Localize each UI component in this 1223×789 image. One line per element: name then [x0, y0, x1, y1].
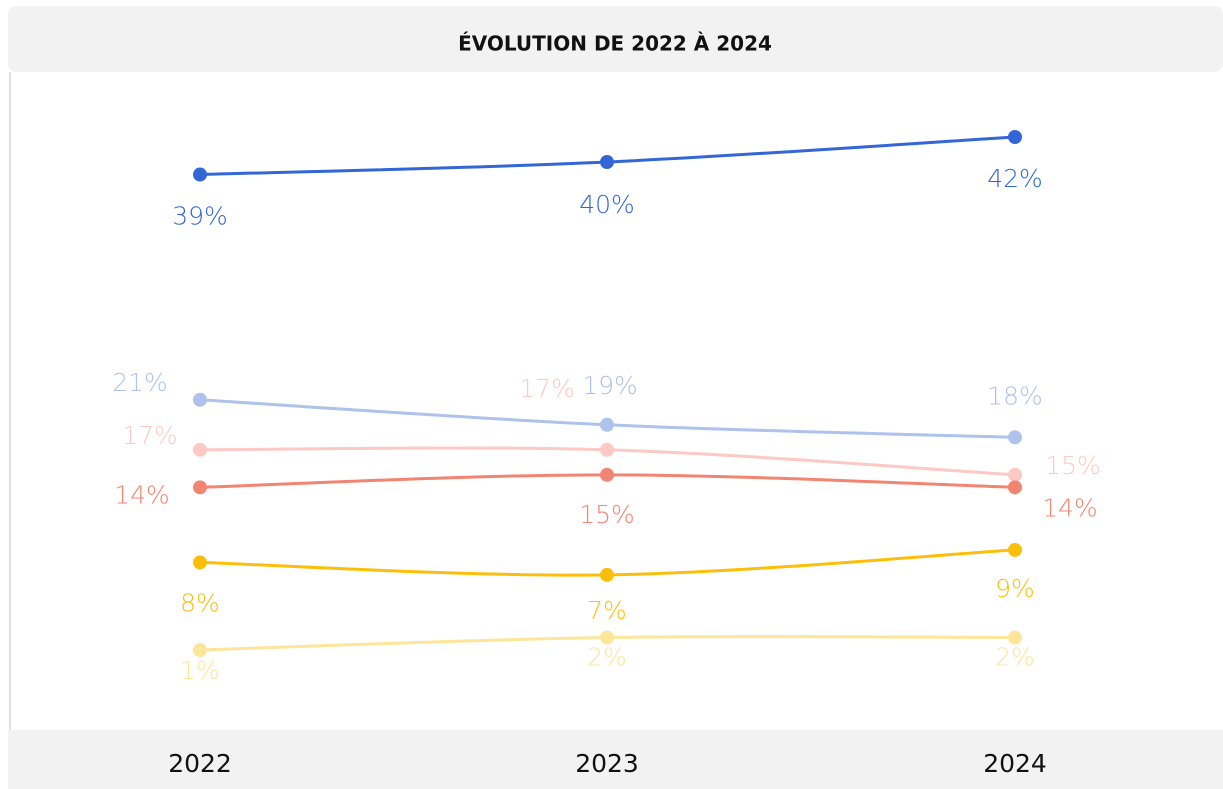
data-point	[600, 567, 614, 582]
data-point	[1008, 542, 1022, 557]
data-label: 17%	[122, 421, 178, 450]
data-point	[600, 467, 614, 482]
data-label: 8%	[180, 588, 220, 617]
data-point	[193, 442, 207, 457]
data-label: 14%	[114, 480, 170, 509]
x-tick-label: 2023	[575, 749, 639, 778]
data-label: 39%	[172, 202, 228, 231]
data-label: 15%	[1045, 451, 1101, 480]
data-label: 21%	[112, 368, 168, 397]
data-point	[193, 392, 207, 407]
data-label: 14%	[1042, 493, 1098, 522]
data-point	[193, 643, 207, 657]
x-tick-label: 2024	[983, 749, 1047, 778]
data-point	[1008, 130, 1022, 144]
data-label: 15%	[579, 500, 635, 529]
data-label: 42%	[987, 164, 1043, 193]
data-label: 7%	[587, 596, 627, 625]
data-point	[600, 417, 614, 432]
data-point	[193, 480, 207, 495]
data-point	[1008, 630, 1022, 645]
data-label: 1%	[180, 656, 220, 685]
data-point	[600, 155, 614, 170]
x-tick-label: 2022	[168, 749, 232, 778]
data-label: 17%	[519, 374, 575, 403]
data-label: 40%	[579, 190, 635, 219]
data-point	[193, 167, 207, 182]
data-point	[193, 555, 207, 570]
data-point	[1008, 480, 1022, 495]
data-point	[1008, 430, 1022, 445]
header-band	[8, 6, 1223, 72]
data-point	[1008, 467, 1022, 482]
data-label: 2%	[587, 642, 627, 671]
data-label: 2%	[995, 642, 1035, 671]
data-point	[600, 442, 614, 457]
data-label: 18%	[987, 381, 1043, 410]
data-point	[600, 630, 614, 645]
data-label: 9%	[995, 574, 1035, 603]
chart-title: ÉVOLUTION DE 2022 À 2024	[458, 32, 772, 56]
axis-band	[8, 730, 1223, 789]
data-label: 19%	[582, 371, 638, 400]
